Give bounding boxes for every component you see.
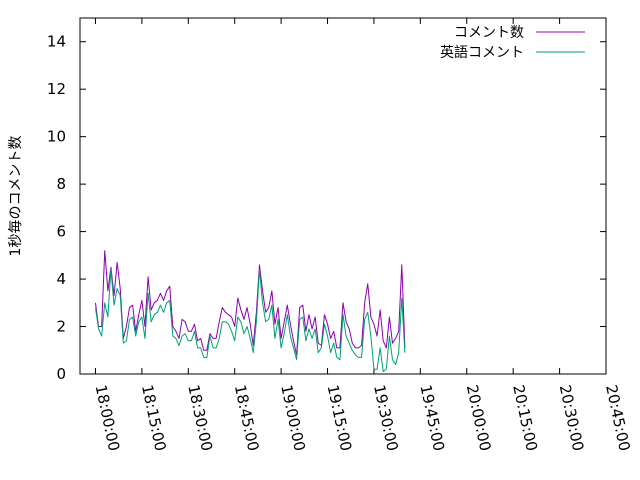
y-axis: 0 2 4 6 8 10 12 14 [47,33,606,383]
x-tick-label: 20:15:00 [509,383,541,453]
x-tick-label: 19:45:00 [416,383,448,453]
x-tick-label: 20:00:00 [463,383,495,453]
y-tick-label: 8 [56,175,66,193]
x-tick-label: 19:15:00 [324,383,356,453]
x-tick-label: 18:45:00 [231,383,263,453]
plot-frame [79,17,607,375]
x-tick-label: 19:00:00 [277,383,309,453]
x-tick-label: 18:15:00 [138,383,170,453]
y-tick-label: 14 [47,33,66,51]
series-line [94,269,406,373]
series-line [94,250,406,356]
x-tick-label: 20:45:00 [602,383,634,453]
y-tick-label: 4 [56,270,66,288]
y-tick-label: 10 [47,128,66,146]
x-tick-label: 18:30:00 [184,383,216,453]
y-axis-label: 1秒毎のコメント数 [8,136,24,257]
series-layer [94,250,406,373]
x-tick-label: 18:00:00 [92,383,124,453]
legend-label: 英語コメント [440,44,524,61]
x-axis: 18:00:00 18:15:00 18:30:00 18:45:00 19:00:00… [92,18,634,453]
legend-label: コメント数 [454,25,524,41]
y-tick-label: 2 [56,318,66,336]
y-tick-label: 6 [56,223,66,241]
x-tick-label: 19:30:00 [370,383,402,453]
y-tick-label: 12 [47,80,66,98]
x-tick-label: 20:30:00 [556,383,588,453]
y-tick-label: 0 [56,365,66,383]
